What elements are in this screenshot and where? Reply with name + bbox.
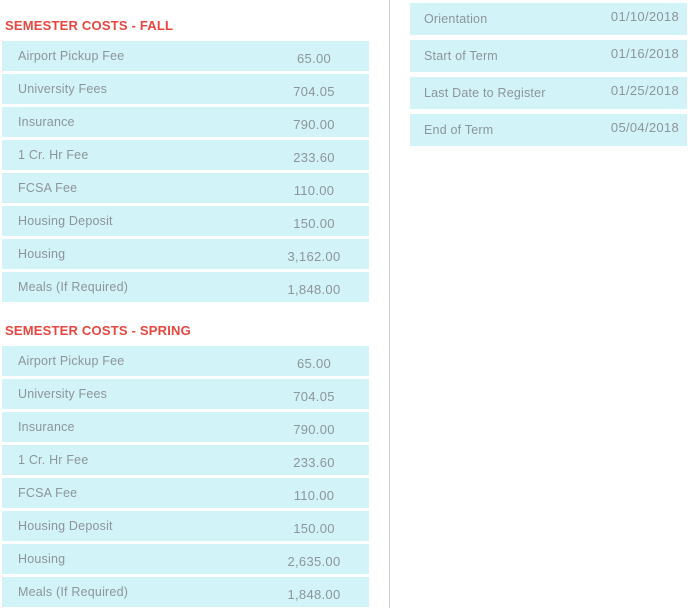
cost-value: 150.00 bbox=[293, 520, 335, 536]
cost-label: FCSA Fee bbox=[18, 486, 78, 500]
cost-label: Insurance bbox=[18, 115, 75, 129]
cost-label: Airport Pickup Fee bbox=[18, 49, 125, 63]
cost-label: Housing Deposit bbox=[18, 214, 113, 228]
spring-costs-heading: SEMESTER COSTS - SPRING bbox=[5, 323, 191, 338]
cost-value: 704.05 bbox=[293, 388, 335, 404]
date-row: Start of Term 01/16/2018 bbox=[410, 40, 687, 72]
date-value: 01/16/2018 bbox=[610, 46, 679, 61]
cost-label: Meals (If Required) bbox=[18, 585, 129, 599]
cost-label: 1 Cr. Hr Fee bbox=[18, 148, 89, 162]
cost-row: Housing Deposit 150.00 bbox=[2, 511, 369, 541]
cost-label: Meals (If Required) bbox=[18, 280, 129, 294]
date-label: End of Term bbox=[424, 123, 494, 137]
cost-row: FCSA Fee 110.00 bbox=[2, 173, 369, 203]
date-label: Start of Term bbox=[424, 49, 498, 63]
cost-value: 233.60 bbox=[293, 149, 335, 165]
semester-costs-panel: SEMESTER COSTS - FALL Airport Pickup Fee… bbox=[2, 0, 369, 610]
date-label: Last Date to Register bbox=[424, 86, 546, 100]
cost-row: Housing 3,162.00 bbox=[2, 239, 369, 269]
date-row: End of Term 05/04/2018 bbox=[410, 114, 687, 146]
cost-row: Housing 2,635.00 bbox=[2, 544, 369, 574]
cost-row: 1 Cr. Hr Fee 233.60 bbox=[2, 140, 369, 170]
cost-label: Housing bbox=[18, 552, 66, 566]
cost-label: Insurance bbox=[18, 420, 75, 434]
spring-costs-table: Airport Pickup Fee 65.00 University Fees… bbox=[2, 346, 369, 607]
cost-row: Airport Pickup Fee 65.00 bbox=[2, 41, 369, 71]
date-value: 05/04/2018 bbox=[610, 120, 679, 135]
cost-row: Airport Pickup Fee 65.00 bbox=[2, 346, 369, 376]
cost-label: Housing Deposit bbox=[18, 519, 113, 533]
cost-row: FCSA Fee 110.00 bbox=[2, 478, 369, 508]
cost-value: 1,848.00 bbox=[287, 281, 341, 297]
cost-row: Meals (If Required) 1,848.00 bbox=[2, 272, 369, 302]
cost-label: Airport Pickup Fee bbox=[18, 354, 125, 368]
date-label: Orientation bbox=[424, 12, 488, 26]
cost-row: 1 Cr. Hr Fee 233.60 bbox=[2, 445, 369, 475]
cost-row: University Fees 704.05 bbox=[2, 379, 369, 409]
cost-value: 65.00 bbox=[296, 355, 332, 371]
cost-value: 110.00 bbox=[293, 182, 335, 198]
date-row: Orientation 01/10/2018 bbox=[410, 3, 687, 35]
cost-value: 110.00 bbox=[293, 487, 335, 503]
cost-label: Housing bbox=[18, 247, 66, 261]
cost-row: Meals (If Required) 1,848.00 bbox=[2, 577, 369, 607]
date-value: 01/25/2018 bbox=[610, 83, 679, 98]
cost-value: 65.00 bbox=[296, 50, 332, 66]
cost-label: FCSA Fee bbox=[18, 181, 78, 195]
date-row: Last Date to Register 01/25/2018 bbox=[410, 77, 687, 109]
cost-value: 3,162.00 bbox=[287, 248, 341, 264]
cost-row: University Fees 704.05 bbox=[2, 74, 369, 104]
date-value: 01/10/2018 bbox=[610, 9, 679, 24]
cost-row: Housing Deposit 150.00 bbox=[2, 206, 369, 236]
cost-value: 790.00 bbox=[293, 421, 335, 437]
cost-label: University Fees bbox=[18, 82, 108, 96]
cost-label: University Fees bbox=[18, 387, 108, 401]
cost-value: 233.60 bbox=[293, 454, 335, 470]
cost-value: 790.00 bbox=[293, 116, 335, 132]
cost-row: Insurance 790.00 bbox=[2, 412, 369, 442]
cost-value: 704.05 bbox=[293, 83, 335, 99]
cost-value: 2,635.00 bbox=[287, 553, 341, 569]
cost-value: 1,848.00 bbox=[287, 586, 341, 602]
cost-label: 1 Cr. Hr Fee bbox=[18, 453, 89, 467]
term-dates-panel: Orientation 01/10/2018 Start of Term 01/… bbox=[410, 3, 687, 151]
fall-costs-table: Airport Pickup Fee 65.00 University Fees… bbox=[2, 41, 369, 302]
vertical-divider bbox=[389, 0, 390, 608]
cost-value: 150.00 bbox=[293, 215, 335, 231]
fall-costs-heading: SEMESTER COSTS - FALL bbox=[5, 18, 174, 33]
cost-row: Insurance 790.00 bbox=[2, 107, 369, 137]
